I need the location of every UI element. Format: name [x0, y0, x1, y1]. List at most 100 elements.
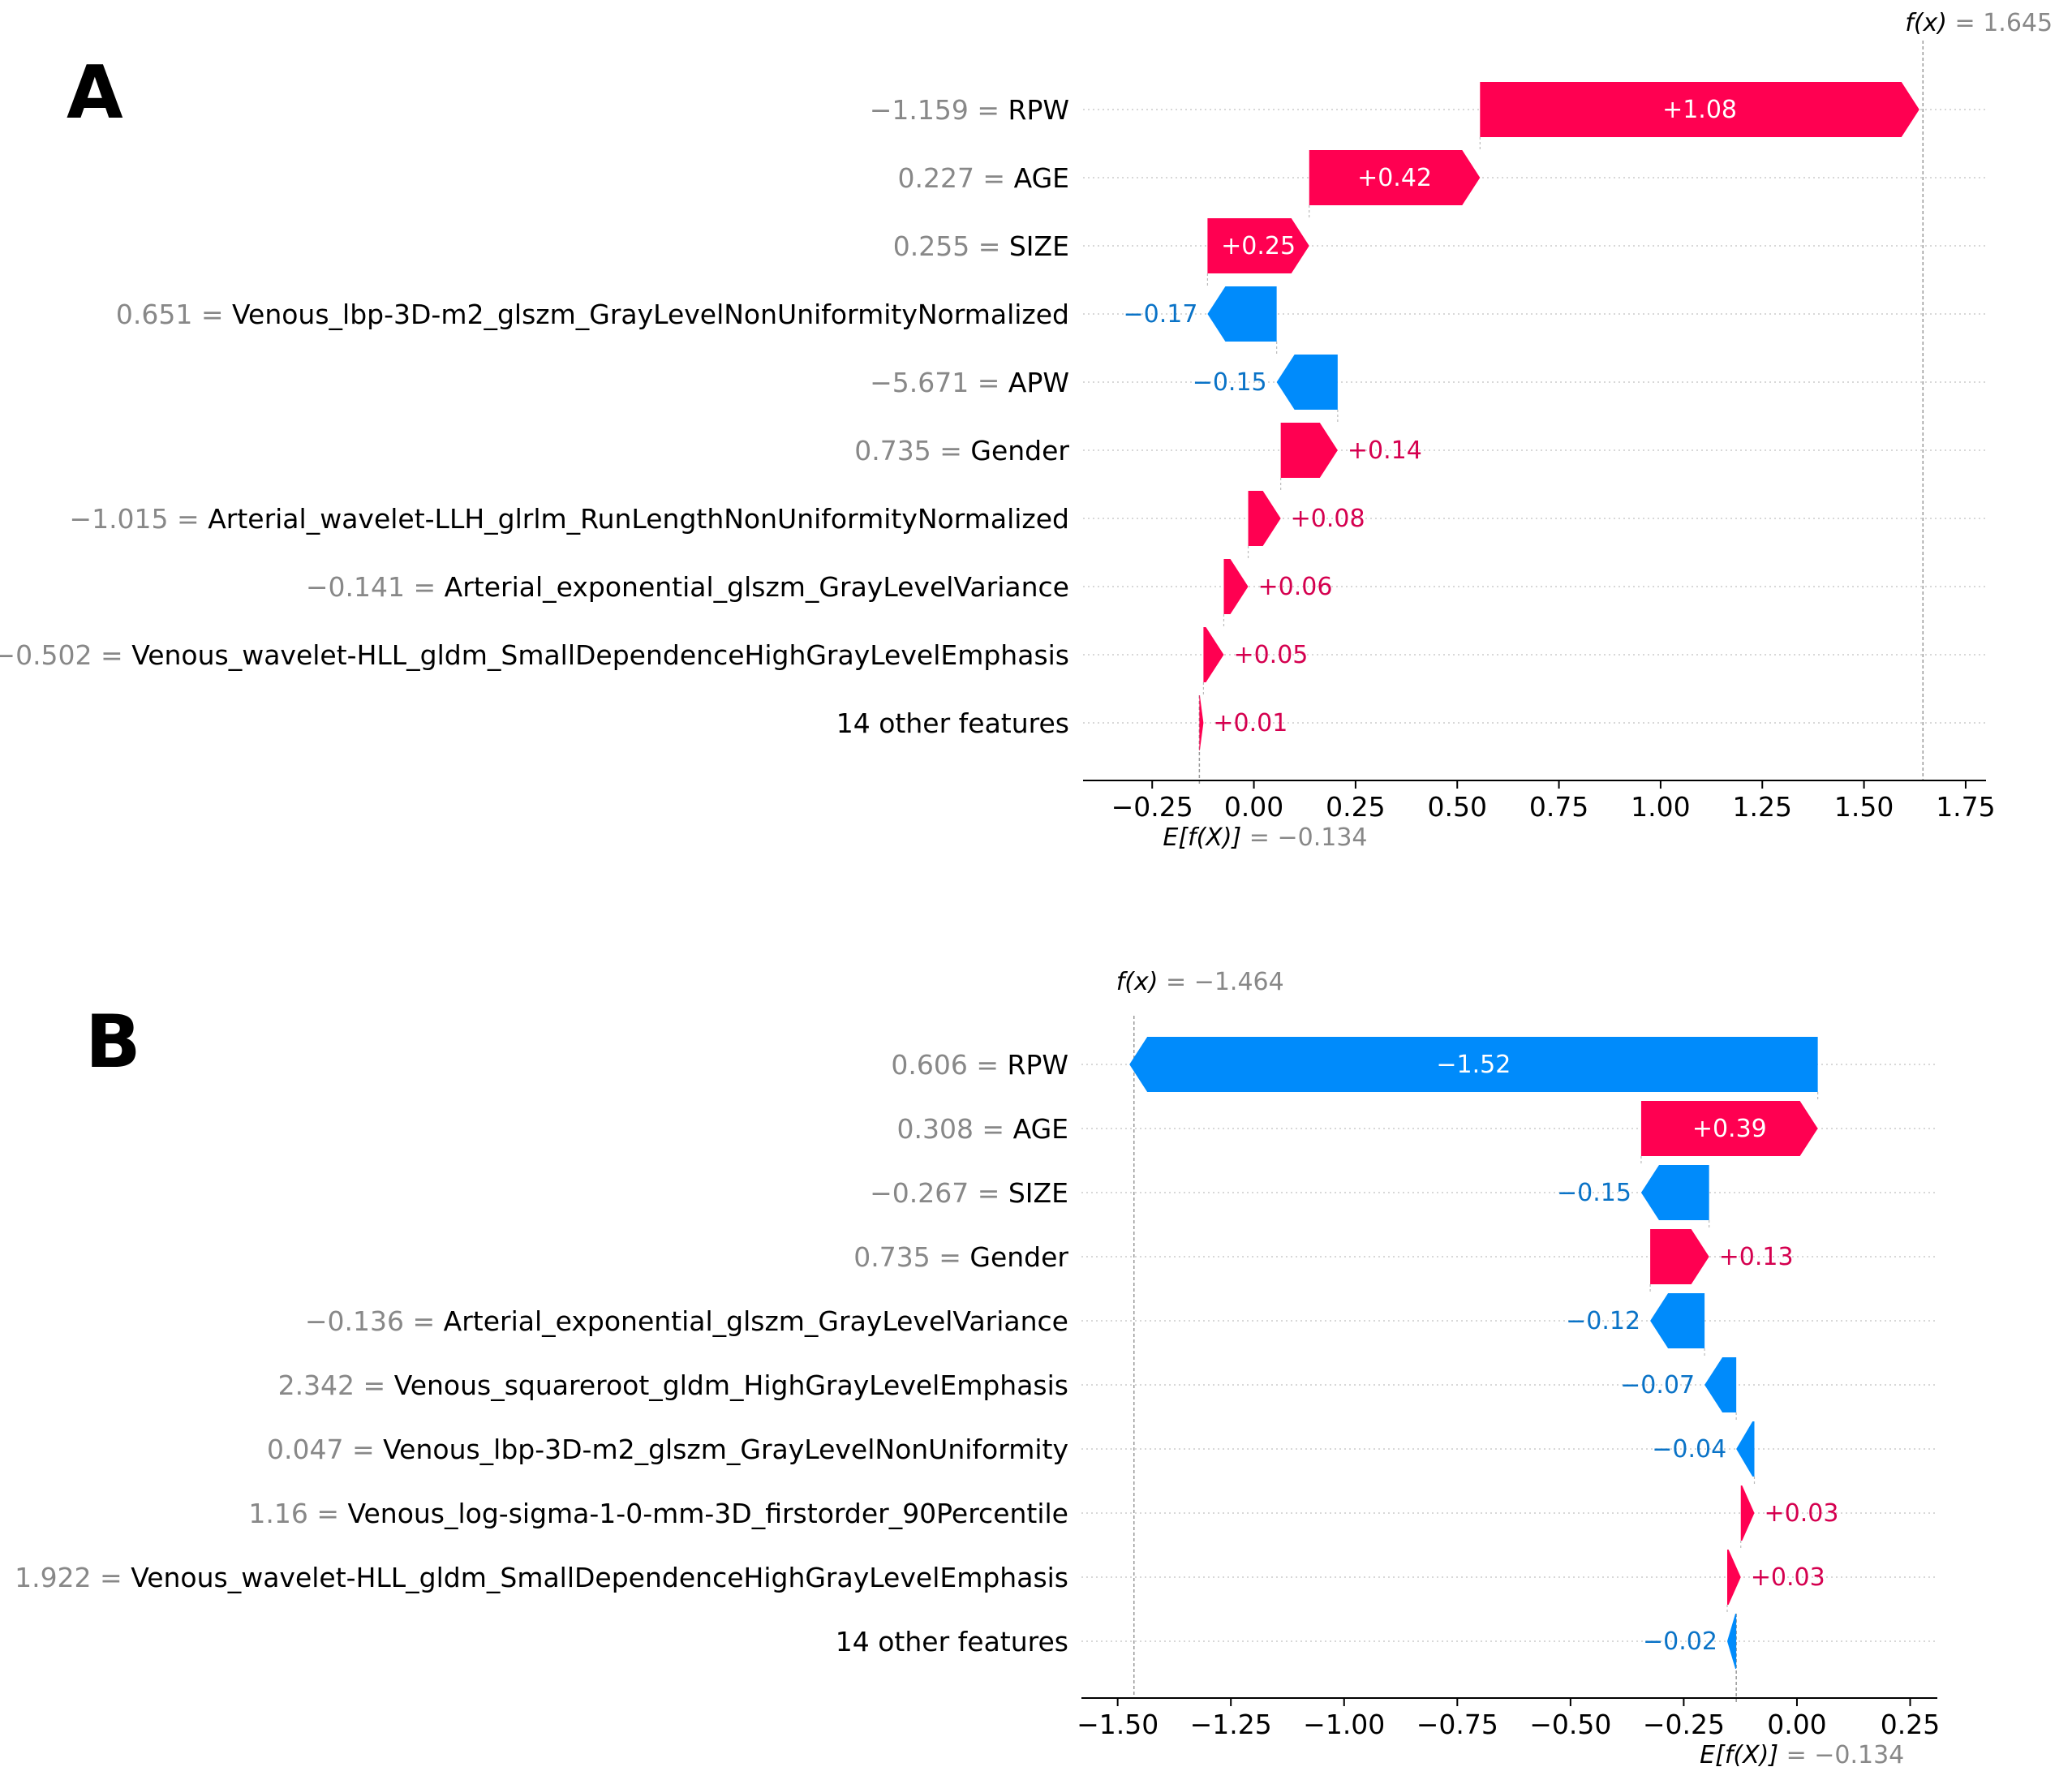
base-value-label: E[f(X)] [1700, 1741, 1786, 1767]
feature-label: −0.136 = Arterial_exponential_glszm_Gray… [305, 1305, 1068, 1337]
bar-value-label: −0.12 [1566, 1307, 1640, 1335]
bar-value-label: +0.03 [1751, 1563, 1825, 1592]
bar-positive [1726, 1550, 1741, 1605]
bar-value-label: +0.14 [1348, 436, 1422, 465]
feature-value: 0.047 = [267, 1434, 383, 1465]
feature-value: −0.502 = [0, 639, 131, 671]
bar-value-label: +0.42 [1357, 164, 1432, 192]
bar-negative [1704, 1357, 1737, 1412]
x-tick-label: −1.25 [1190, 1709, 1272, 1740]
bar-positive [1280, 423, 1338, 478]
base-value-text: = −0.134 [1786, 1741, 1905, 1767]
bar-value-label: −0.17 [1123, 300, 1197, 329]
feature-value: 0.255 = [893, 230, 1009, 262]
feature-name: Venous_squareroot_gldm_HighGrayLevelEmph… [394, 1369, 1068, 1401]
bar-value-label: −0.15 [1193, 368, 1267, 397]
feature-value: 1.16 = [248, 1498, 347, 1529]
x-tick-label: 1.00 [1631, 791, 1690, 823]
bar-positive [1223, 559, 1249, 614]
feature-name: Gender [970, 435, 1069, 466]
feature-label: 0.227 = AGE [897, 162, 1069, 194]
feature-value: 0.227 = [897, 162, 1013, 194]
x-tick-label: 1.50 [1834, 791, 1894, 823]
feature-label: −0.141 = Arterial_exponential_glszm_Gray… [306, 571, 1069, 603]
feature-label: 14 other features [836, 707, 1069, 739]
feature-name: Gender [969, 1241, 1068, 1273]
x-tick-label: 0.25 [1881, 1709, 1940, 1740]
feature-label: 0.308 = AGE [896, 1113, 1068, 1145]
feature-value: 2.342 = [278, 1369, 394, 1401]
bar-value-label: +0.08 [1291, 505, 1365, 533]
feature-label: 1.16 = Venous_log-sigma-1-0-mm-3D_firsto… [248, 1498, 1068, 1529]
feature-value: 0.308 = [896, 1113, 1012, 1145]
feature-name: Arterial_wavelet-LLH_glrlm_RunLengthNonU… [208, 503, 1069, 535]
feature-value: 0.651 = [116, 299, 232, 330]
bar-negative [1129, 1037, 1818, 1092]
output-value-text: = 1.645 [1955, 9, 2053, 37]
bar-positive [1640, 1101, 1818, 1156]
bar-positive [1650, 1229, 1709, 1284]
feature-name: SIZE [1009, 230, 1069, 262]
bar-positive [1248, 491, 1281, 546]
feature-value: −0.141 = [306, 571, 445, 603]
waterfall-panel-b: B −1.52 0.606 = RPW +0.39 0.308 = AGE −0.15 −0… [15, 968, 1940, 1767]
feature-label: −0.267 = SIZE [870, 1177, 1068, 1209]
bar-value-label: +0.13 [1719, 1243, 1794, 1271]
x-tick-label: 1.25 [1733, 791, 1792, 823]
feature-label: 0.735 = Gender [854, 435, 1069, 466]
bar-positive [1480, 82, 1919, 137]
feature-name: 14 other features [836, 1626, 1068, 1657]
feature-value: 0.735 = [853, 1241, 969, 1273]
bar-value-label: +0.06 [1258, 573, 1333, 601]
feature-name: Venous_lbp-3D-m2_glszm_GrayLevelNonUnifo… [232, 299, 1069, 330]
bar-positive [1199, 695, 1204, 750]
panel-letter: A [67, 50, 123, 135]
bar-positive [1207, 218, 1309, 273]
feature-name: AGE [1013, 1113, 1068, 1145]
bar-positive [1203, 627, 1224, 682]
x-tick-label: 0.50 [1428, 791, 1487, 823]
feature-value: 0.735 = [854, 435, 970, 466]
feature-label: 0.735 = Gender [853, 1241, 1068, 1273]
x-tick-label: −0.25 [1643, 1709, 1725, 1740]
bar-value-label: +0.39 [1692, 1115, 1767, 1143]
feature-name: APW [1008, 367, 1069, 398]
x-tick-label: −1.00 [1303, 1709, 1385, 1740]
output-value-label: f(x) [1116, 968, 1166, 996]
x-tick-label: −0.75 [1416, 1709, 1498, 1740]
feature-label: −1.015 = Arterial_wavelet-LLH_glrlm_RunL… [69, 503, 1069, 535]
feature-name: RPW [1008, 1049, 1068, 1081]
bar-value-label: −0.15 [1557, 1179, 1631, 1207]
base-value-annotation: E[f(X)] = −0.134 [1163, 823, 1367, 852]
panel-letter: B [85, 1000, 141, 1085]
feature-name: AGE [1014, 162, 1069, 194]
feature-name: 14 other features [836, 707, 1069, 739]
output-value-text: = −1.464 [1166, 968, 1284, 996]
base-value-annotation: E[f(X)] = −0.134 [1700, 1741, 1904, 1767]
feature-label: −1.159 = RPW [870, 94, 1069, 126]
feature-label: 0.047 = Venous_lbp-3D-m2_glszm_GrayLevel… [267, 1434, 1068, 1465]
waterfall-panel-a: A +1.08 −1.159 = RPW +0.42 0.227 = AGE +0.25 0… [0, 9, 2053, 852]
x-tick-label: −1.50 [1077, 1709, 1159, 1740]
feature-label: −5.671 = APW [870, 367, 1069, 398]
feature-value: −0.267 = [870, 1177, 1008, 1209]
bar-positive [1309, 150, 1481, 205]
bar-positive [1740, 1485, 1755, 1541]
feature-value: 0.606 = [891, 1049, 1007, 1081]
x-tick-label: −0.25 [1111, 791, 1193, 823]
feature-value: −5.671 = [870, 367, 1008, 398]
base-value-text: = −0.134 [1249, 823, 1368, 852]
x-tick-label: −0.50 [1529, 1709, 1611, 1740]
bar-value-label: +1.08 [1662, 96, 1737, 124]
bar-value-label: +0.01 [1213, 709, 1287, 737]
feature-label: 0.606 = RPW [891, 1049, 1068, 1081]
feature-name: Venous_log-sigma-1-0-mm-3D_firstorder_90… [347, 1498, 1068, 1529]
feature-value: −1.015 = [69, 503, 208, 535]
bar-value-label: −0.04 [1652, 1435, 1726, 1464]
x-tick-label: 0.75 [1529, 791, 1588, 823]
base-value-label: E[f(X)] [1163, 823, 1249, 852]
output-value-annotation: f(x) = −1.464 [1116, 968, 1284, 996]
feature-label: −0.502 = Venous_wavelet-HLL_gldm_SmallDe… [0, 639, 1069, 671]
feature-value: −1.159 = [870, 94, 1008, 126]
